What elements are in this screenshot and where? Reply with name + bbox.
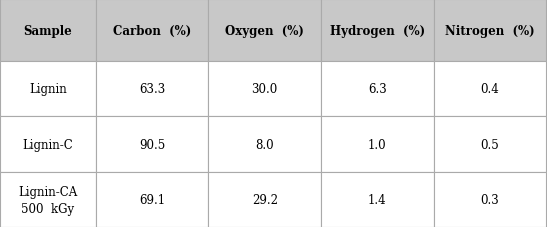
Bar — [434, 0, 546, 62]
Text: 1.4: 1.4 — [368, 193, 387, 206]
Text: 63.3: 63.3 — [139, 83, 165, 96]
Bar — [96, 172, 208, 227]
Text: Lignin: Lignin — [29, 83, 67, 96]
Bar — [96, 0, 208, 62]
Text: 0.3: 0.3 — [481, 193, 499, 206]
Bar — [321, 172, 434, 227]
Bar — [434, 62, 546, 117]
Bar — [208, 117, 321, 172]
Text: Nitrogen  (%): Nitrogen (%) — [445, 24, 535, 37]
Bar — [208, 172, 321, 227]
Text: Lignin-C: Lignin-C — [22, 138, 73, 151]
Text: 0.5: 0.5 — [481, 138, 499, 151]
Bar — [208, 62, 321, 117]
Text: 29.2: 29.2 — [252, 193, 278, 206]
Text: 1.0: 1.0 — [368, 138, 387, 151]
Bar — [0, 117, 96, 172]
Text: Oxygen  (%): Oxygen (%) — [225, 24, 304, 37]
Text: 30.0: 30.0 — [252, 83, 278, 96]
Text: Hydrogen  (%): Hydrogen (%) — [330, 24, 425, 37]
Bar — [434, 117, 546, 172]
Bar — [0, 172, 96, 227]
Text: 6.3: 6.3 — [368, 83, 387, 96]
Bar — [0, 0, 96, 62]
Bar — [96, 62, 208, 117]
Bar — [96, 117, 208, 172]
Text: Carbon  (%): Carbon (%) — [113, 24, 191, 37]
Bar — [434, 172, 546, 227]
Text: 8.0: 8.0 — [255, 138, 274, 151]
Text: 69.1: 69.1 — [139, 193, 165, 206]
Text: 90.5: 90.5 — [139, 138, 165, 151]
Text: Lignin-CA
500  kGy: Lignin-CA 500 kGy — [18, 185, 78, 215]
Bar — [321, 62, 434, 117]
Bar — [321, 0, 434, 62]
Bar — [208, 0, 321, 62]
Bar — [321, 117, 434, 172]
Text: Sample: Sample — [24, 24, 72, 37]
Bar — [0, 62, 96, 117]
Text: 0.4: 0.4 — [481, 83, 499, 96]
